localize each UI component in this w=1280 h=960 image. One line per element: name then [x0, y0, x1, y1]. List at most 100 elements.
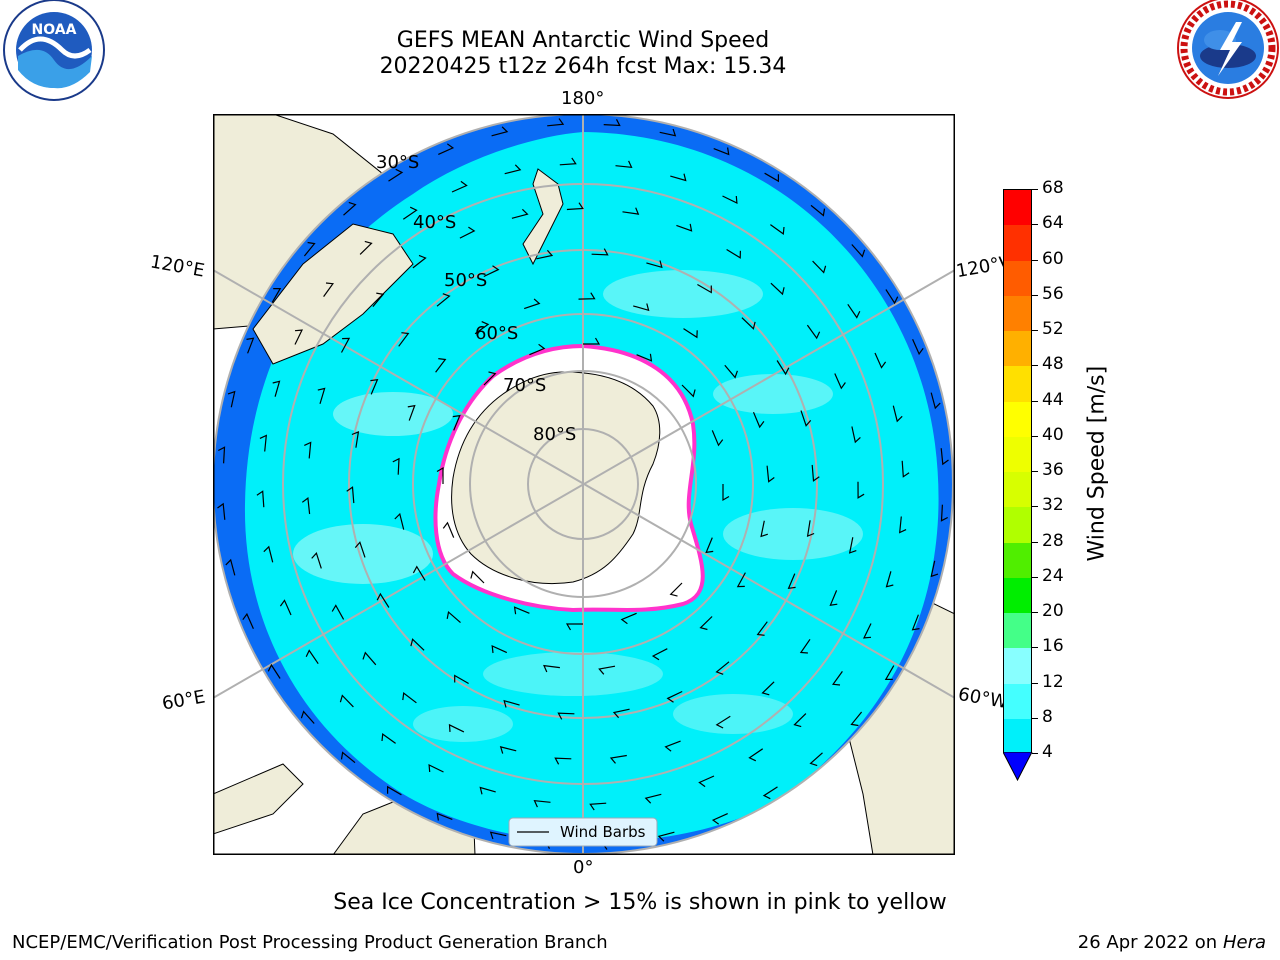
wind-barb [930, 560, 939, 578]
wind-barb [372, 292, 385, 307]
wind-barb [651, 648, 668, 661]
colorbar-segment [1004, 683, 1031, 720]
wind-barb [633, 303, 650, 312]
wind-barb [664, 740, 681, 752]
wind-barb [452, 414, 461, 431]
wind-barb [524, 298, 541, 310]
colorbar-tick-label: 40 [1042, 424, 1064, 445]
legend-label: Wind Barbs [560, 823, 646, 841]
wind-barb [442, 521, 455, 538]
wind-barb [752, 411, 765, 429]
wind-barb [407, 404, 416, 421]
wind-barb [446, 610, 461, 624]
colorbar-tick-label: 52 [1042, 319, 1064, 339]
wind-barb [636, 353, 653, 362]
wind-barb [479, 786, 496, 795]
wind-barb [454, 674, 469, 685]
wind-barb [547, 118, 565, 127]
wind-barb [699, 616, 713, 631]
colorbar-segment [1004, 436, 1031, 473]
wind-barb [304, 441, 312, 459]
lat-label-70s: 70°S [503, 375, 547, 396]
wind-barb [762, 786, 778, 800]
colorbar-segment [1004, 542, 1031, 579]
colorbar-tick-mark [1032, 259, 1038, 261]
wind-barb [940, 448, 949, 466]
wind-barb [722, 484, 730, 502]
wind-barb [800, 410, 812, 427]
wind-barb [705, 537, 714, 554]
colorbar-ticks: 68 64 60 56 52 48 44 40 36 32 28 24 20 16 12 8 4 [1032, 178, 1080, 762]
lon-label-60w: 60°W [956, 683, 1010, 714]
wind-barb [459, 226, 476, 239]
wind-barb [483, 265, 500, 278]
wind-barb [533, 799, 551, 808]
wind-barb [376, 592, 390, 608]
wind-barb [829, 590, 838, 606]
wind-barb [398, 332, 410, 347]
wind-barb [683, 328, 698, 339]
colorbar-tick-label: 36 [1042, 460, 1064, 480]
wind-barb [812, 260, 827, 274]
colorbar-tick-label: 60 [1042, 248, 1064, 269]
wind-barb [761, 681, 775, 696]
wind-barb [346, 486, 355, 504]
wind-barb [711, 430, 724, 447]
wind-barb [301, 496, 311, 515]
colorbar-tick-label: 64 [1042, 213, 1064, 234]
wind-barb [536, 249, 554, 260]
wind-barb [565, 623, 583, 631]
wind-barb [428, 763, 444, 773]
wind-barb [764, 172, 779, 183]
wind-barb [787, 573, 796, 590]
wind-barb [483, 371, 497, 386]
wind-barb [669, 582, 683, 597]
wind-barb [862, 623, 872, 639]
wind-barb [940, 504, 948, 522]
wind-barb [697, 283, 712, 294]
wind-barb [711, 813, 728, 825]
colorbar-segment [1004, 260, 1031, 297]
lat-label-80s: 80°S [533, 424, 577, 445]
wind-barb [436, 466, 444, 484]
wind-barb [554, 757, 572, 765]
colorbar-tick-mark [1032, 753, 1038, 754]
wind-barb [912, 339, 924, 356]
noaa-logo: NOAA [3, 0, 105, 101]
wind-barb [736, 572, 746, 588]
wind-barb [851, 244, 866, 258]
colorbar-segment [1004, 718, 1031, 755]
wind-barb [851, 426, 861, 444]
colorbar-tick-label: 68 [1042, 178, 1064, 198]
lat-label-30s: 30°S [376, 152, 420, 173]
wind-barb [412, 254, 427, 269]
wind-barb [809, 752, 823, 767]
wind-barb [227, 390, 236, 408]
wind-barb [489, 831, 507, 840]
wind-barb [529, 343, 546, 356]
colorbar-tick-mark [1032, 189, 1038, 190]
wind-barbs-legend: Wind Barbs [508, 817, 658, 847]
wind-barb [263, 545, 274, 563]
credit-text: NCEP/EMC/Verification Post Processing Pr… [12, 932, 608, 953]
wind-barb [354, 541, 366, 558]
colorbar-tick-mark [1032, 365, 1038, 367]
wind-barb [339, 694, 354, 708]
wind-barb [603, 119, 621, 127]
colorbar-tick-mark [1032, 682, 1038, 684]
colorbar-tick-mark [1032, 717, 1038, 719]
wind-barb [589, 802, 607, 811]
date-text: 26 Apr 2022 on [1077, 932, 1223, 953]
colorbar-tick-label: 44 [1042, 389, 1064, 410]
colorbar-tick-mark [1032, 294, 1038, 296]
wind-barb [609, 754, 627, 764]
wind-barb [726, 248, 741, 259]
wind-barb [340, 751, 356, 764]
sea-ice-caption: Sea Ice Concentration > 15% is shown in … [333, 890, 947, 915]
wind-barb [343, 201, 357, 216]
wind-barb [225, 558, 236, 576]
wind-barb [218, 446, 226, 464]
wind-barb [811, 464, 820, 482]
wind-barb [242, 612, 254, 629]
colorbar-tick-label: 20 [1042, 601, 1064, 621]
